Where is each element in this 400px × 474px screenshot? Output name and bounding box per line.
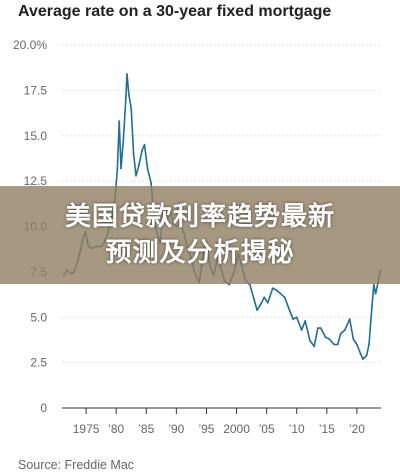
rate-data-point: [352, 338, 355, 340]
x-tick-label: ’05: [259, 422, 275, 436]
rate-data-point: [336, 343, 339, 346]
x-tick-label: ’95: [198, 422, 214, 436]
rate-data-point: [300, 329, 303, 331]
rate-data-point: [289, 310, 291, 313]
rate-data-point: [316, 327, 319, 329]
rate-data-point: [118, 120, 121, 123]
rate-data-point: [295, 316, 298, 319]
rate-data-point: [369, 320, 372, 322]
rate-data-point: [333, 343, 335, 346]
y-tick-label: 17.5: [24, 83, 48, 97]
rate-data-point: [141, 149, 144, 152]
rate-data-point: [138, 163, 140, 166]
rate-data-point: [344, 329, 346, 331]
rate-data-point: [253, 298, 255, 300]
rate-data-point: [130, 107, 133, 110]
rate-data-point: [132, 153, 135, 155]
x-tick-label: ’90: [168, 422, 184, 436]
rate-data-point: [122, 138, 125, 141]
y-tick-label: 12.5: [24, 174, 48, 188]
rate-data-point: [319, 327, 322, 329]
rate-data-point: [304, 320, 307, 322]
rate-data-point: [150, 182, 153, 184]
x-tick-label: 2000: [223, 422, 250, 436]
y-tick-label: 20.0%: [13, 38, 47, 52]
overlay-headline-line-2: 预测及分析揭秘: [105, 238, 295, 268]
x-tick-label: 1975: [73, 422, 100, 436]
rate-data-point: [362, 358, 364, 360]
rate-data-point: [263, 296, 266, 299]
rate-data-point: [275, 289, 278, 291]
rate-data-point: [120, 167, 122, 170]
rate-data-point: [374, 292, 377, 295]
rate-data-point: [371, 305, 373, 308]
rate-data-point: [143, 143, 146, 146]
overlay-headline-line-1: 美国贷款利率趋势最新: [64, 202, 335, 232]
x-tick-label: ’85: [138, 422, 154, 436]
rate-data-point: [328, 338, 331, 340]
axes: [62, 407, 381, 414]
rate-data-point: [259, 303, 262, 306]
rate-data-point: [324, 336, 327, 339]
rate-data-point: [372, 283, 375, 286]
rate-data-point: [228, 283, 231, 286]
x-tick-label: ’20: [349, 422, 365, 436]
rate-data-point: [279, 292, 282, 295]
rate-data-point: [126, 73, 128, 75]
x-tick-labels: 1975 ’80 ’85 ’90 ’95 2000 ’05 ’10 ’15 ’20: [73, 422, 366, 436]
rate-data-point: [116, 167, 119, 170]
x-tick-label: ’15: [319, 422, 335, 436]
rate-data-point: [135, 174, 137, 177]
y-tick-label: 15.0: [24, 129, 48, 143]
x-tick-label: ’80: [108, 422, 124, 436]
rate-data-point: [356, 343, 358, 346]
rate-data-point: [359, 352, 362, 355]
rate-data-point: [348, 318, 351, 320]
y-tick-label: 5.0: [30, 310, 47, 324]
rate-data-point: [365, 354, 368, 357]
rate-data-point: [292, 318, 294, 320]
x-tick-label: ’10: [289, 422, 305, 436]
rate-data-point: [309, 339, 311, 342]
rate-data-point: [248, 283, 251, 286]
title-overlay-banner: 美国贷款利率趋势最新 预测及分析揭秘: [0, 186, 400, 284]
rate-data-point: [266, 301, 269, 304]
rate-data-point: [339, 332, 342, 335]
rate-data-point: [368, 343, 370, 346]
y-tick-label: 0: [40, 401, 47, 415]
chart-source: Source: Freddie Mac: [18, 458, 135, 472]
rate-data-point: [271, 287, 274, 290]
y-tick-label: 2.5: [30, 356, 47, 370]
rate-data-point: [283, 296, 286, 299]
rate-data-point: [256, 309, 258, 311]
rate-data-point: [313, 345, 316, 348]
rate-data-point: [146, 167, 149, 170]
rate-data-point: [127, 93, 130, 95]
rate-data-point: [124, 98, 127, 101]
chart-title: Average rate on a 30-year fixed mortgage: [18, 3, 332, 20]
